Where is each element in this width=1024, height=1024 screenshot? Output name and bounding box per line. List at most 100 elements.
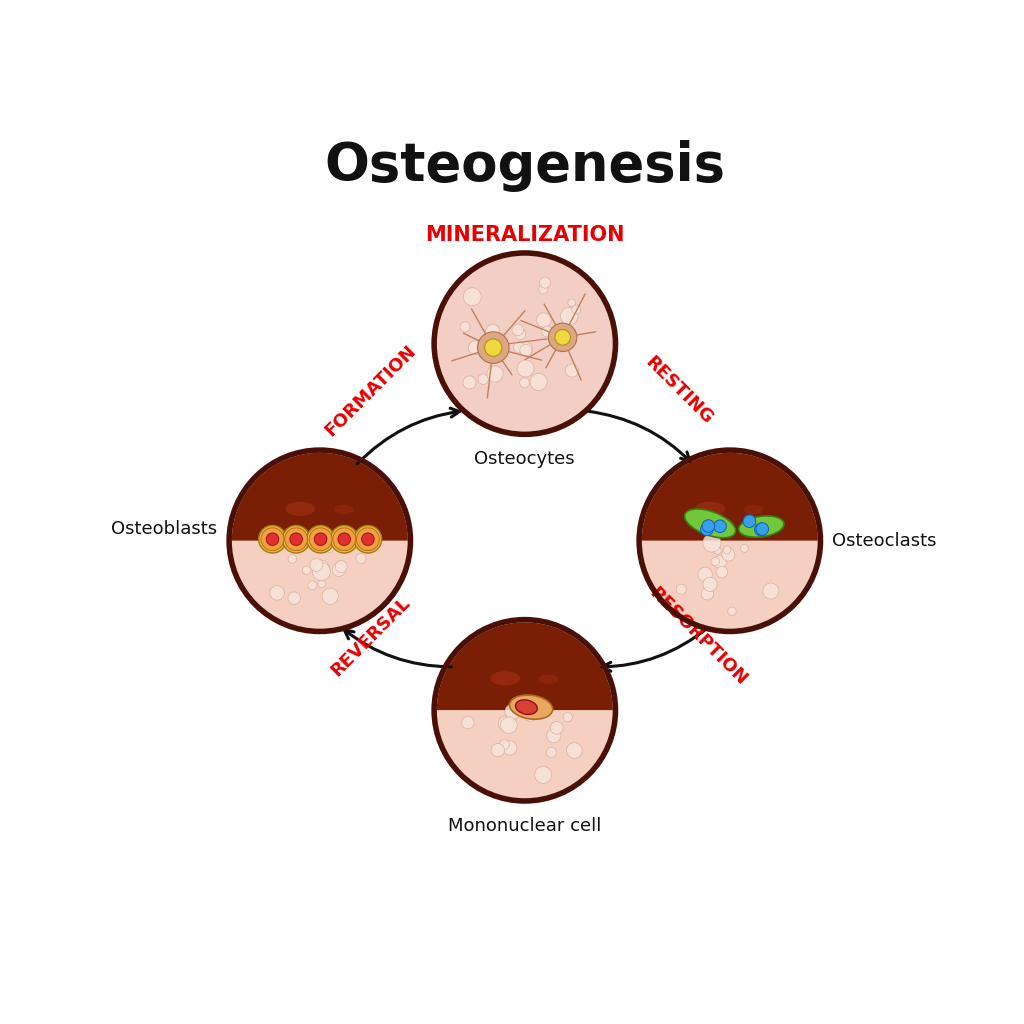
Text: Osteoblasts: Osteoblasts xyxy=(112,520,217,538)
Circle shape xyxy=(540,278,551,288)
Circle shape xyxy=(642,453,818,629)
Circle shape xyxy=(755,523,767,536)
FancyArrowPatch shape xyxy=(587,411,690,462)
Circle shape xyxy=(537,312,551,328)
Circle shape xyxy=(518,342,532,356)
Circle shape xyxy=(546,748,556,758)
Circle shape xyxy=(437,256,612,431)
Circle shape xyxy=(314,532,327,546)
FancyArrowPatch shape xyxy=(357,409,460,464)
Circle shape xyxy=(484,339,502,356)
Circle shape xyxy=(308,581,316,590)
Ellipse shape xyxy=(490,672,520,685)
Circle shape xyxy=(314,560,329,575)
Text: Mononuclear cell: Mononuclear cell xyxy=(449,817,601,835)
Circle shape xyxy=(701,588,714,600)
Circle shape xyxy=(702,578,717,592)
Circle shape xyxy=(437,623,612,799)
Ellipse shape xyxy=(539,675,558,684)
Circle shape xyxy=(312,562,331,581)
Text: Osteoclasts: Osteoclasts xyxy=(833,531,937,550)
Circle shape xyxy=(702,534,721,552)
Circle shape xyxy=(557,335,572,350)
Circle shape xyxy=(478,374,488,384)
Ellipse shape xyxy=(743,505,763,514)
Circle shape xyxy=(323,588,338,604)
Circle shape xyxy=(505,703,520,720)
Circle shape xyxy=(501,717,517,733)
Circle shape xyxy=(270,586,285,600)
Circle shape xyxy=(550,722,563,734)
Text: RESTING: RESTING xyxy=(641,353,716,428)
Circle shape xyxy=(462,716,474,729)
Circle shape xyxy=(756,522,769,536)
Circle shape xyxy=(261,527,284,551)
Circle shape xyxy=(743,515,756,527)
Circle shape xyxy=(702,520,715,532)
Circle shape xyxy=(571,305,581,314)
Circle shape xyxy=(740,545,749,552)
Circle shape xyxy=(514,342,524,353)
Circle shape xyxy=(711,557,720,566)
Circle shape xyxy=(231,453,408,629)
Circle shape xyxy=(309,527,332,551)
Wedge shape xyxy=(642,453,818,541)
Circle shape xyxy=(477,332,509,364)
Circle shape xyxy=(512,324,523,336)
Circle shape xyxy=(520,344,531,356)
Wedge shape xyxy=(231,541,408,629)
Circle shape xyxy=(523,707,538,721)
Circle shape xyxy=(500,739,510,750)
Wedge shape xyxy=(231,453,408,541)
Circle shape xyxy=(515,329,525,340)
Ellipse shape xyxy=(515,699,538,715)
Circle shape xyxy=(714,555,726,568)
Circle shape xyxy=(503,740,517,755)
Circle shape xyxy=(460,322,470,332)
Circle shape xyxy=(568,299,575,306)
Circle shape xyxy=(310,558,323,571)
Circle shape xyxy=(266,532,279,546)
Circle shape xyxy=(722,548,735,561)
Circle shape xyxy=(565,364,579,377)
Circle shape xyxy=(463,288,481,306)
Text: FORMATION: FORMATION xyxy=(322,342,420,440)
Circle shape xyxy=(468,341,482,354)
Ellipse shape xyxy=(334,505,353,514)
Circle shape xyxy=(763,583,779,599)
Circle shape xyxy=(566,742,583,759)
Circle shape xyxy=(700,523,714,536)
Wedge shape xyxy=(437,711,612,799)
Circle shape xyxy=(714,547,721,554)
Circle shape xyxy=(338,532,350,546)
Circle shape xyxy=(560,307,578,325)
Circle shape xyxy=(486,366,503,382)
Circle shape xyxy=(321,539,335,553)
Text: Osteocytes: Osteocytes xyxy=(474,451,575,468)
Circle shape xyxy=(283,525,310,553)
Circle shape xyxy=(361,532,374,546)
Circle shape xyxy=(499,716,513,731)
Circle shape xyxy=(563,713,572,722)
FancyArrowPatch shape xyxy=(344,630,451,667)
Circle shape xyxy=(485,325,500,338)
Circle shape xyxy=(714,520,726,532)
Circle shape xyxy=(549,324,577,351)
Circle shape xyxy=(335,561,347,572)
Circle shape xyxy=(331,525,358,553)
Circle shape xyxy=(716,566,727,578)
Ellipse shape xyxy=(285,502,315,516)
Ellipse shape xyxy=(685,509,735,538)
Circle shape xyxy=(492,743,505,757)
Circle shape xyxy=(535,766,552,783)
FancyArrowPatch shape xyxy=(602,628,708,671)
Circle shape xyxy=(288,592,300,604)
Wedge shape xyxy=(642,541,818,629)
Circle shape xyxy=(530,374,547,390)
Circle shape xyxy=(676,584,686,594)
Wedge shape xyxy=(437,623,612,711)
Circle shape xyxy=(517,360,534,377)
Circle shape xyxy=(542,326,553,337)
Circle shape xyxy=(463,376,476,389)
Circle shape xyxy=(728,607,736,615)
